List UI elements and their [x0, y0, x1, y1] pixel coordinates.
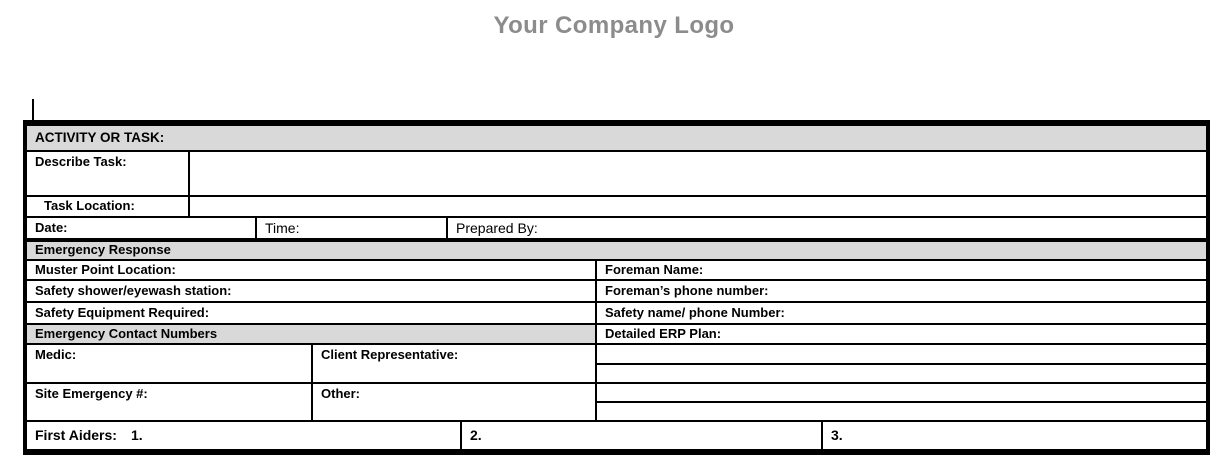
medic-label: Medic: — [27, 345, 313, 382]
foreman-phone-label: Foreman’s phone number: — [605, 282, 769, 298]
muster-point-label: Muster Point Location: — [27, 261, 597, 279]
other-label: Other: — [321, 386, 360, 401]
first-aiders-cell-2[interactable]: 2. — [462, 422, 823, 449]
first-aiders-cell-3[interactable]: 3. — [823, 422, 1206, 449]
first-aider-1-label: 1. — [130, 427, 143, 444]
describe-task-row: Describe Task: — [27, 152, 1206, 197]
emergency-response-label: Emergency Response — [27, 242, 1206, 259]
describe-task-input[interactable] — [190, 152, 1206, 195]
safety-equipment-label: Safety Equipment Required: — [27, 303, 597, 323]
medic-client-cells: Medic: Client Representative: — [27, 345, 597, 382]
erp-plan-line-3[interactable] — [597, 384, 1206, 403]
safety-name-phone-label: Safety name/ phone Number: — [605, 304, 785, 320]
site-other-cells: Site Emergency #: Other: — [27, 384, 597, 420]
erp-plan-lines-b — [597, 384, 1206, 420]
activity-header-label: ACTIVITY OR TASK: — [27, 126, 1206, 150]
task-location-label: Task Location: — [27, 197, 190, 216]
first-aiders-cell-1[interactable]: First Aiders: 1. — [27, 422, 462, 449]
foreman-name-label: Foreman Name: — [605, 261, 704, 277]
site-emergency-label: Site Emergency #: — [27, 384, 313, 420]
erp-plan-lines-a — [597, 345, 1206, 382]
shower-foremanphone-row: Safety shower/eyewash station: Foreman’s… — [27, 281, 1206, 303]
time-label: Time: — [257, 218, 448, 238]
first-aider-3-label: 3. — [831, 427, 843, 444]
detailed-erp-label: Detailed ERP Plan: — [605, 325, 722, 341]
safety-shower-label: Safety shower/eyewash station: — [27, 281, 597, 301]
emergency-contacts-label: Emergency Contact Numbers — [27, 325, 597, 343]
client-representative-label: Client Representative: — [321, 347, 459, 362]
erp-plan-line-2[interactable] — [597, 365, 1206, 383]
text-cursor-mark — [32, 99, 34, 121]
task-location-input[interactable] — [190, 197, 1206, 216]
first-aider-2-label: 2. — [470, 427, 482, 444]
describe-task-label: Describe Task: — [27, 152, 190, 195]
erp-plan-line-4[interactable] — [597, 403, 1206, 420]
date-time-prepared-row: Date: Time: Prepared By: — [27, 218, 1206, 242]
activity-header-row: ACTIVITY OR TASK: — [27, 126, 1206, 152]
first-aiders-row: First Aiders: 1. 2. 3. — [27, 422, 1206, 449]
equipment-safetyphone-row: Safety Equipment Required: Safety name/ … — [27, 303, 1206, 325]
emergency-response-header-row: Emergency Response — [27, 242, 1206, 261]
first-aiders-label: First Aiders: — [35, 427, 117, 444]
site-other-row: Site Emergency #: Other: — [27, 384, 1206, 422]
safety-form-table: ACTIVITY OR TASK: Describe Task: Task Lo… — [23, 120, 1210, 455]
prepared-by-label: Prepared By: — [456, 219, 538, 236]
date-label: Date: — [27, 218, 257, 238]
contacts-erp-header-row: Emergency Contact Numbers Detailed ERP P… — [27, 325, 1206, 345]
muster-foreman-row: Muster Point Location: Foreman Name: — [27, 261, 1206, 281]
medic-client-row: Medic: Client Representative: — [27, 345, 1206, 384]
company-logo-placeholder: Your Company Logo — [493, 12, 735, 39]
task-location-row: Task Location: — [27, 197, 1206, 218]
erp-plan-line-1[interactable] — [597, 345, 1206, 365]
